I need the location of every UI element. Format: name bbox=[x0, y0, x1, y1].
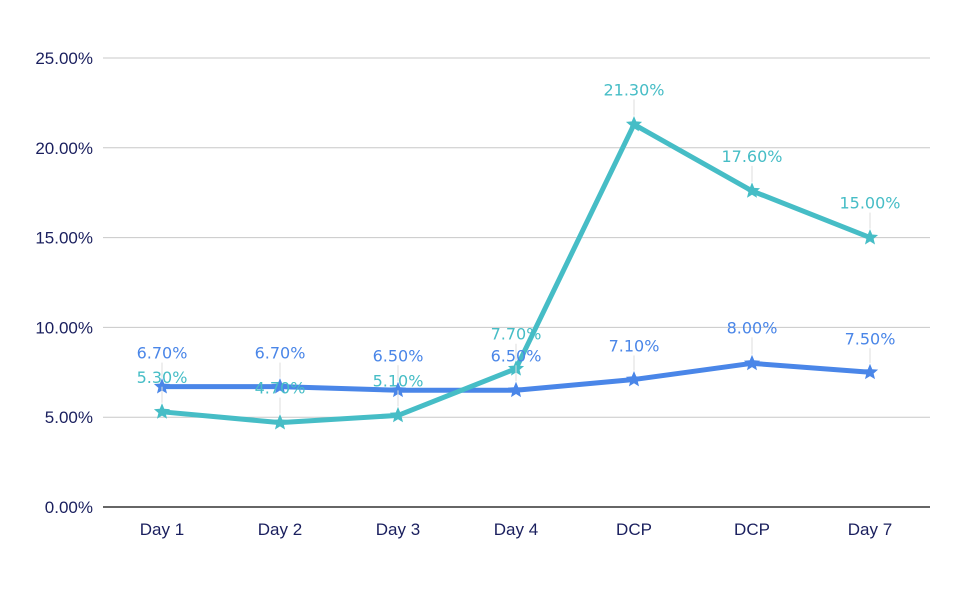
data-label: 7.50% bbox=[845, 329, 896, 348]
data-label: 5.30% bbox=[137, 368, 188, 387]
data-label: 15.00% bbox=[839, 194, 900, 213]
data-point-marker bbox=[153, 403, 171, 419]
x-tick-label: Day 4 bbox=[494, 520, 538, 539]
y-tick-label: 15.00% bbox=[35, 229, 93, 248]
x-tick-label: Day 1 bbox=[140, 520, 184, 539]
data-point-marker bbox=[271, 414, 289, 430]
data-label: 7.70% bbox=[491, 325, 542, 344]
x-axis: Day 1 Day 2 Day 3 Day 4 DCP DCP Day 7 bbox=[103, 506, 930, 539]
data-point-marker bbox=[861, 229, 879, 245]
data-label: 17.60% bbox=[721, 147, 782, 166]
data-point-marker bbox=[861, 363, 879, 380]
data-label: 6.50% bbox=[373, 346, 424, 365]
data-point-marker bbox=[743, 354, 761, 371]
data-point-marker bbox=[389, 381, 407, 398]
gridlines bbox=[103, 57, 930, 418]
y-tick-label: 25.00% bbox=[35, 49, 93, 68]
x-tick-label: DCP bbox=[734, 520, 770, 539]
data-point-marker bbox=[625, 115, 643, 132]
data-label: 6.70% bbox=[137, 344, 188, 363]
data-point-marker bbox=[625, 370, 643, 387]
data-label: 4.70% bbox=[255, 379, 306, 398]
data-point-marker bbox=[507, 381, 525, 398]
x-tick-label: Day 3 bbox=[376, 520, 420, 539]
data-point-marker bbox=[271, 378, 289, 394]
y-tick-label: 20.00% bbox=[35, 139, 93, 158]
data-label: 5.10% bbox=[373, 371, 424, 390]
x-tick-label: DCP bbox=[616, 520, 652, 539]
y-tick-label: 0.00% bbox=[45, 498, 93, 517]
y-tick-label: 10.00% bbox=[35, 318, 93, 337]
data-label: 21.30% bbox=[603, 80, 664, 99]
data-labels: 6.70% 6.70% 6.50% 6.50%7.10%8.00%7.50%5.30%… bbox=[137, 80, 901, 414]
y-axis: 0.00% 5.00% 10.00% 15.00% 20.00% 25.00% bbox=[35, 49, 93, 517]
data-point-marker bbox=[153, 378, 171, 394]
x-tick-label: Day 2 bbox=[258, 520, 302, 539]
data-label: 7.10% bbox=[609, 336, 660, 355]
data-point-marker bbox=[743, 182, 761, 198]
x-tick-label: Day 7 bbox=[848, 520, 892, 539]
data-point-marker bbox=[389, 406, 407, 423]
y-tick-label: 5.00% bbox=[45, 408, 93, 427]
data-label: 8.00% bbox=[727, 318, 778, 337]
data-label: 6.70% bbox=[255, 344, 306, 363]
